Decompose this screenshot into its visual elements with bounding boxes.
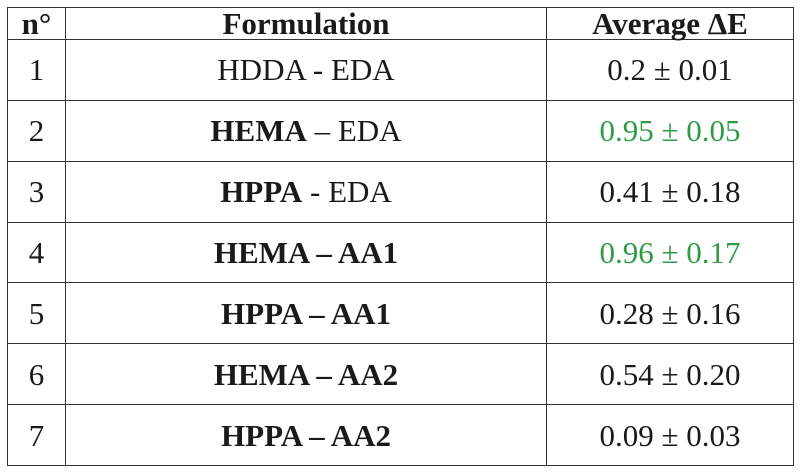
formulation-amine: AA2: [330, 417, 391, 453]
table-row: 3 HPPA - EDA 0.41 ± 0.18: [7, 160, 794, 223]
formulation-separator: -: [305, 52, 331, 88]
average-delta-e-value: 0.96 ± 0.17: [546, 221, 794, 284]
average-delta-e-value: 0.95 ± 0.05: [546, 99, 794, 162]
table-row: 4 HEMA – AA1 0.96 ± 0.17: [7, 221, 794, 284]
formulation-monomer: HPPA: [220, 174, 303, 210]
results-table: n° Formulation Average ΔE 1 HDDA - EDA 0.2…: [7, 7, 794, 466]
row-number: 2: [7, 99, 66, 162]
row-number: 1: [7, 39, 66, 101]
table-row: 7 HPPA – AA2 0.09 ± 0.03: [7, 404, 794, 466]
formulation-cell: HPPA - EDA: [65, 160, 547, 223]
row-number: 7: [7, 404, 66, 466]
formulation-cell: HDDA - EDA: [65, 39, 547, 101]
formulation-monomer: HPPA: [221, 417, 302, 453]
row-number: 5: [7, 282, 66, 345]
table-row: 6 HEMA – AA2 0.54 ± 0.20: [7, 343, 794, 406]
formulation-separator: –: [301, 417, 331, 453]
formulation-separator: –: [308, 234, 338, 270]
header-number: n°: [7, 7, 66, 40]
table-row: 1 HDDA - EDA 0.2 ± 0.01: [7, 39, 794, 101]
formulation-separator: –: [301, 295, 331, 331]
formulation-monomer: HEMA: [213, 234, 309, 270]
average-delta-e-value: 0.2 ± 0.01: [546, 39, 794, 101]
table-row: 5 HPPA – AA1 0.28 ± 0.16: [7, 282, 794, 345]
formulation-cell: HEMA – AA1: [65, 221, 547, 284]
formulation-monomer: HDDA: [217, 52, 306, 88]
formulation-cell: HEMA – AA2: [65, 343, 547, 406]
formulation-separator: –: [306, 113, 338, 149]
row-number: 3: [7, 160, 66, 223]
average-delta-e-value: 0.41 ± 0.18: [546, 160, 794, 223]
formulation-amine: EDA: [328, 174, 392, 210]
formulation-cell: HPPA – AA1: [65, 282, 547, 345]
formulation-monomer: HEMA: [213, 356, 309, 392]
formulation-amine: AA2: [337, 356, 399, 392]
formulation-amine: EDA: [330, 52, 395, 88]
average-delta-e-value: 0.54 ± 0.20: [546, 343, 794, 406]
row-number: 6: [7, 343, 66, 406]
row-number: 4: [7, 221, 66, 284]
header-row: n° Formulation Average ΔE: [7, 7, 794, 40]
formulation-monomer: HEMA: [210, 113, 307, 149]
average-delta-e-value: 0.09 ± 0.03: [546, 404, 794, 466]
formulation-cell: HEMA – EDA: [65, 99, 547, 162]
average-delta-e-value: 0.28 ± 0.16: [546, 282, 794, 345]
formulation-monomer: HPPA: [221, 295, 302, 331]
table-row: 2 HEMA – EDA 0.95 ± 0.05: [7, 99, 794, 162]
header-average-delta-e: Average ΔE: [546, 7, 794, 40]
formulation-amine: EDA: [337, 113, 402, 149]
table-body: 1 HDDA - EDA 0.2 ± 0.01 2 HEMA – EDA 0.95 ± 0…: [7, 39, 794, 466]
header-formulation: Formulation: [65, 7, 547, 40]
formulation-amine: AA1: [330, 295, 391, 331]
formulation-separator: –: [308, 356, 338, 392]
formulation-cell: HPPA – AA2: [65, 404, 547, 466]
formulation-amine: AA1: [337, 234, 399, 270]
formulation-separator: -: [302, 174, 329, 210]
